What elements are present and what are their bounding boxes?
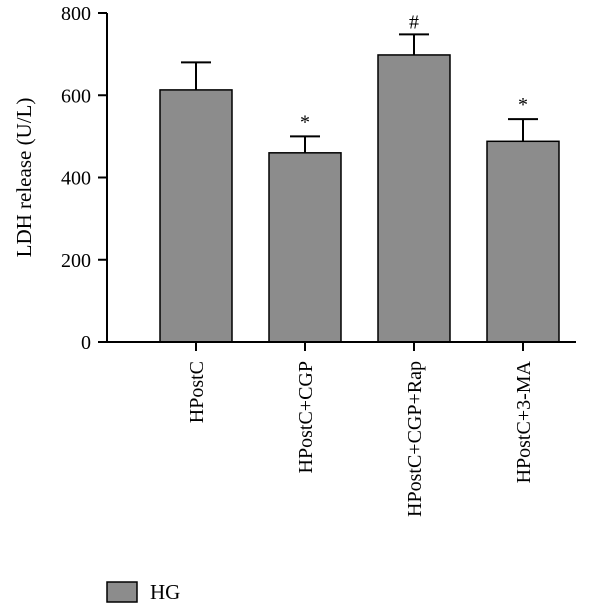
y-tick-label-600: 600 [61, 85, 91, 107]
error-bars-layer [181, 33, 538, 153]
bar-2 [377, 54, 451, 343]
significance-label-1: * [300, 111, 310, 133]
legend-swatch-hg [106, 581, 138, 603]
significance-label-3: * [518, 94, 528, 116]
y-axis-title: LDH release (U/L) [12, 98, 36, 258]
significance-labels-layer: * # * [300, 11, 528, 133]
y-ticks-layer: 0 200 400 600 800 [61, 3, 107, 354]
y-tick-label-400: 400 [61, 168, 91, 190]
bar-3 [486, 140, 560, 343]
x-ticks-layer: HPostC HPostC+CGP HPostC+CGP+Rap HPostC+3-M… [186, 342, 535, 517]
bar-1 [268, 152, 342, 343]
y-tick-label-0: 0 [81, 332, 91, 354]
bar-0 [159, 89, 233, 343]
x-tick-label-0: HPostC [186, 361, 208, 423]
y-tick-label-800: 800 [61, 3, 91, 25]
bars-layer [159, 54, 560, 343]
legend-label-hg: HG [150, 580, 180, 604]
x-tick-label-1: HPostC+CGP [295, 361, 317, 473]
x-tick-label-2: HPostC+CGP+Rap [404, 361, 426, 517]
x-tick-label-3: HPostC+3-MA [513, 360, 535, 483]
y-tick-label-200: 200 [61, 250, 91, 272]
legend: HG [106, 580, 180, 604]
significance-label-2: # [409, 11, 419, 33]
